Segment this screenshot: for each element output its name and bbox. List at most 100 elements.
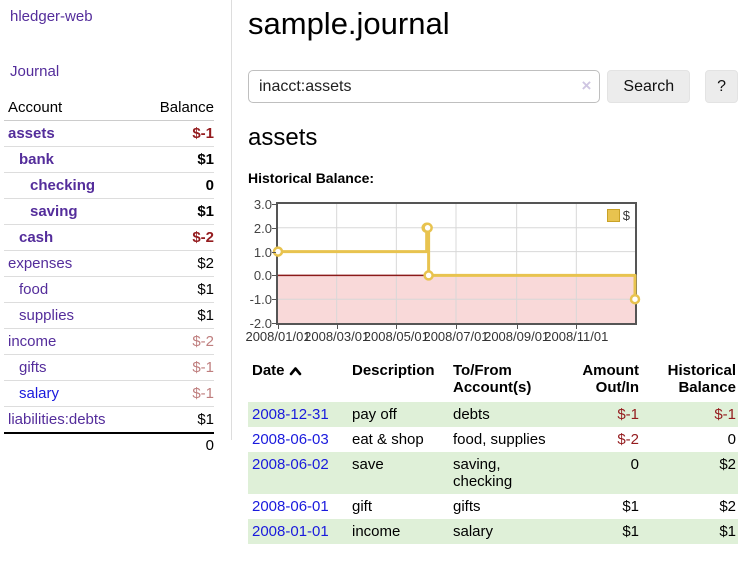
transaction-accounts: debts [453, 406, 490, 423]
y-axis-tick [272, 299, 276, 301]
transaction-date-link[interactable]: 2008-12-31 [252, 406, 329, 423]
accounts-table: Account Balance assets $-1 bank $1 checking 0… [4, 96, 214, 457]
account-row: saving $1 [4, 198, 214, 225]
account-balance: 0 [137, 172, 214, 199]
help-button[interactable]: ? [705, 70, 738, 103]
transaction-description: income [352, 523, 401, 540]
account-cell: supplies [4, 302, 138, 329]
y-axis-tick-label: 1.0 [253, 244, 272, 260]
account-row: food $1 [4, 276, 214, 303]
transaction-description: eat & shop [352, 431, 424, 448]
account-row: bank $1 [4, 146, 214, 173]
sidebar-account-checking[interactable]: checking [30, 177, 96, 194]
y-axis-tick [272, 275, 276, 277]
account-balance: $-1 [137, 120, 214, 147]
x-axis-tick [516, 325, 518, 329]
sidebar-account-cash[interactable]: cash [19, 229, 54, 246]
transaction-date-link[interactable]: 2008-01-01 [252, 523, 329, 540]
search-bar: × Search ? [248, 70, 738, 103]
sidebar-account-salary[interactable]: salary [19, 385, 60, 402]
transaction-row: 2008-12-31 pay off debts $-1 $-1 [248, 402, 738, 427]
transaction-accounts: food, supplies [453, 431, 546, 448]
accounts-total-row: 0 [4, 432, 214, 457]
transaction-date-link[interactable]: 2008-06-01 [252, 498, 329, 515]
clear-search-icon[interactable]: × [581, 76, 592, 95]
y-axis-tick-label: -1.0 [249, 292, 272, 308]
y-axis-tick [272, 204, 276, 205]
y-axis-tick-label: 2.0 [253, 220, 272, 236]
x-axis-tick [456, 325, 457, 329]
account-row: salary $-1 [4, 380, 214, 407]
account-cell: checking [4, 172, 138, 199]
x-axis-tick-label: 2008/07/01 [423, 329, 489, 344]
sidebar-account-liabilities-debts[interactable]: liabilities:debts [8, 411, 106, 428]
account-row: liabilities:debts $1 [4, 406, 214, 434]
search-input-wrap: × [248, 70, 601, 103]
x-axis-tick [396, 325, 398, 329]
transaction-description: save [352, 456, 384, 473]
sidebar: hledger-web Journal Account Balance asse… [0, 0, 232, 457]
chart-plot-area[interactable]: $ [272, 202, 641, 325]
transaction-date-link[interactable]: 2008-06-03 [252, 431, 329, 448]
register-header-account: To/From Account(s) [453, 362, 532, 396]
transaction-date-link[interactable]: 2008-06-02 [252, 456, 329, 473]
transaction-row: 2008-01-01 income salary $1 $1 [248, 519, 738, 544]
transaction-amount: 0 [630, 456, 639, 473]
transaction-row: 2008-06-02 save saving, checking 0 $2 [248, 452, 738, 494]
sidebar-item-journal[interactable]: Journal [10, 63, 60, 80]
accounts-header-balance: Balance [137, 96, 214, 121]
register-header-date[interactable]: Date [248, 360, 348, 402]
sidebar-account-assets[interactable]: assets [8, 125, 55, 142]
transaction-accounts: gifts [453, 498, 481, 515]
app-brand-link[interactable]: hledger-web [10, 8, 93, 25]
sidebar-account-food[interactable]: food [19, 281, 49, 298]
y-axis-tick-label: 0.0 [253, 268, 272, 284]
chart-legend: $ [604, 207, 632, 224]
transaction-balance: $2 [719, 456, 736, 473]
account-balance: $-2 [137, 328, 214, 355]
legend-label: $ [622, 208, 630, 223]
sidebar-account-supplies[interactable]: supplies [19, 307, 75, 324]
search-input[interactable] [248, 70, 601, 103]
sidebar-account-gifts[interactable]: gifts [19, 359, 47, 376]
sidebar-account-expenses[interactable]: expenses [8, 255, 73, 272]
sidebar-account-income[interactable]: income [8, 333, 57, 350]
search-button[interactable]: Search [607, 70, 691, 103]
transaction-amount: $1 [622, 498, 639, 515]
account-cell: food [4, 276, 138, 303]
x-axis-tick [576, 325, 578, 329]
account-cell: expenses [4, 250, 138, 277]
transaction-balance: $1 [719, 523, 736, 540]
transaction-description: pay off [352, 406, 397, 423]
sidebar-account-saving[interactable]: saving [30, 203, 78, 220]
sidebar-account-bank[interactable]: bank [19, 151, 55, 168]
account-row: expenses $2 [4, 250, 214, 277]
account-balance: $-2 [137, 224, 214, 251]
register-header-balance: Historical Balance [667, 362, 736, 396]
account-balance: $2 [137, 250, 214, 277]
account-cell: liabilities:debts [4, 406, 138, 434]
account-row: cash $-2 [4, 224, 214, 251]
transaction-row: 2008-06-01 gift gifts $1 $2 [248, 494, 738, 519]
account-balance: $1 [137, 146, 214, 173]
x-axis-tick [278, 325, 279, 329]
x-axis-tick [336, 325, 338, 329]
account-balance: $1 [137, 302, 214, 329]
account-row: checking 0 [4, 172, 214, 199]
x-axis-tick-label: 2008/11/01 [544, 329, 609, 344]
account-cell: assets [4, 120, 138, 147]
x-axis-tick-label: 2008/09/01 [484, 329, 550, 344]
account-row: income $-2 [4, 328, 214, 355]
account-balance: $1 [137, 406, 214, 434]
account-balance: $1 [137, 198, 214, 225]
account-cell: salary [4, 380, 138, 407]
transaction-amount: $-2 [617, 431, 639, 448]
transaction-description: gift [352, 498, 373, 515]
x-axis-tick-label: 2008/03/01 [304, 329, 370, 344]
accounts-total-value: 0 [137, 432, 214, 457]
y-axis-tick [272, 323, 276, 324]
account-heading: assets [248, 124, 318, 151]
account-row: supplies $1 [4, 302, 214, 329]
transaction-row: 2008-06-03 eat & shop food, supplies $-2 0 [248, 427, 738, 452]
transaction-amount: $-1 [617, 406, 639, 423]
